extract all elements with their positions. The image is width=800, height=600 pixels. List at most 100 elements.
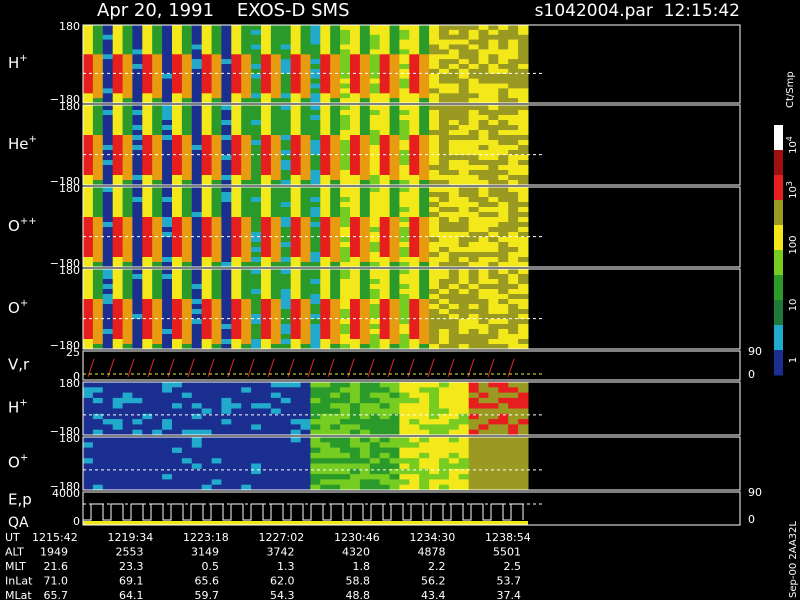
spectrogram-cell [231,192,242,198]
spectrogram-cell [310,120,321,126]
spectrogram-cell [330,217,341,223]
spectrogram-cell [439,339,450,345]
spectrogram-cell [122,413,133,420]
spectrogram-cell [102,269,114,275]
spectrogram-cell [261,442,272,449]
spectrogram-cell [458,25,470,31]
spectrogram-cell [102,212,114,218]
spectrogram-cell [508,49,519,55]
spectrogram-cell [369,252,381,258]
spectrogram-cell [448,54,460,60]
spectrogram-cell [508,140,519,146]
spectrogram-cell [488,34,499,41]
spectrogram-cell [83,68,94,75]
spectrogram-cell [498,25,509,31]
spectrogram-cell [92,397,104,404]
spectrogram-cell [181,207,193,213]
spectrogram-cell [112,59,124,65]
spectrogram-cell [112,197,124,203]
spectrogram-cell [429,155,440,161]
spectrogram-cell [172,227,183,233]
spectrogram-cell [142,334,153,340]
spectrogram-cell [350,120,361,126]
spectrogram-cell [191,413,203,420]
spectrogram-cell [102,34,114,41]
spectrogram-cell [488,279,499,285]
spectrogram-cell [132,192,143,198]
spectrogram-cell [181,98,193,104]
spectrogram-cell [359,64,371,70]
spectrogram-cell [191,294,203,300]
spectrogram-cell [379,98,391,104]
spectrogram-cell [290,484,302,491]
spectrogram-cell [458,222,470,228]
spectrogram-cell [330,408,341,415]
spectrogram-cell [122,242,133,248]
spectrogram-cell [251,304,262,310]
spectrogram-cell [488,83,499,89]
spectrogram-cell [132,160,143,166]
spectrogram-cell [132,68,143,75]
spectrogram-cell [241,130,252,136]
spectrogram-cell [518,304,529,310]
spectrogram-cell [429,324,440,330]
spectrogram-cell [359,187,371,193]
spectrogram-cell [102,437,114,443]
spectrogram-cell [350,222,361,228]
spectrogram-cell [122,25,133,31]
spectrogram-cell [488,39,499,45]
spectrogram-cell [92,344,104,350]
spectrogram-cell [152,413,163,420]
spectrogram-cell [458,247,470,253]
spectrogram-cell [458,479,470,486]
spectrogram-cell [488,232,499,238]
spectrogram-cell [498,289,509,295]
spectrogram-cell [310,274,321,280]
spectrogram-cell [251,222,262,228]
spectrogram-cell [300,468,311,475]
spectrogram-cell [231,397,242,404]
spectrogram-cell [241,59,252,65]
spectrogram-cell [320,408,331,415]
spectrogram-cell [498,458,509,464]
spectrogram-cell [399,279,410,285]
spectrogram-cell [211,458,222,464]
spectrogram-cell [270,442,282,449]
spectrogram-cell [211,29,222,36]
spectrogram-cell [122,304,133,310]
spectrogram-cell [102,155,114,161]
spectrogram-cell [409,452,420,459]
spectrogram-cell [498,413,509,420]
spectrogram-cell [310,309,321,315]
spectrogram-cell [251,68,262,75]
spectrogram-cell [300,44,311,50]
spectrogram-cell [350,140,361,146]
y-top-label: 4000 [52,487,80,500]
spectrogram-cell [122,247,133,253]
spectrogram-cell [290,165,302,171]
spectrogram-cell [399,54,410,60]
spectrogram-cell [478,93,489,99]
spectrogram-cell [389,120,400,126]
spectrogram-cell [478,294,489,300]
spectrogram-cell [518,242,529,248]
spectrogram-cell [290,217,302,223]
spectrogram-cell [201,120,213,126]
spectrogram-cell [369,339,381,345]
spectrogram-cell [508,329,519,335]
spectrogram-cell [419,387,430,394]
spectrogram-cell [488,192,499,198]
spectrogram-cell [221,269,232,275]
spectrogram-cell [172,125,183,131]
spectrogram-cell [508,437,519,443]
spectrogram-cell [261,54,272,60]
spectrogram-cell [359,135,371,141]
spectrogram-cell [389,39,400,45]
spectrogram-cell [211,207,222,213]
spectrogram-cell [379,187,391,193]
spectrogram-cell [251,403,262,409]
spectrogram-cell [340,150,351,156]
spectrogram-cell [498,479,509,486]
spectrogram-cell [359,269,371,275]
spectrogram-cell [122,257,133,263]
